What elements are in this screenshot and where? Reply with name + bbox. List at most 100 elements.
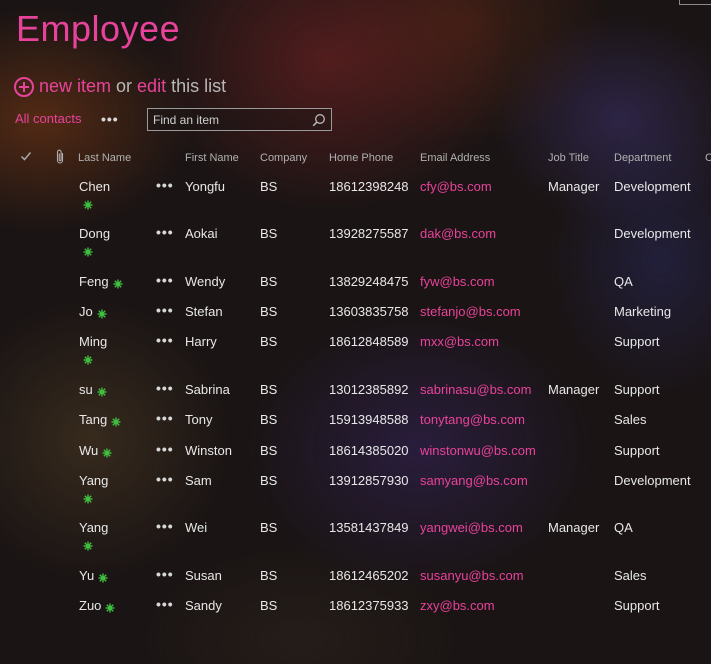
home-phone-cell: 18614385020 [329,443,409,458]
email-cell[interactable]: winstonwu@bs.com [420,443,536,458]
email-cell[interactable]: cfy@bs.com [420,179,492,194]
column-header-email[interactable]: Email Address [420,152,491,164]
email-cell[interactable]: mxx@bs.com [420,334,499,349]
email-cell[interactable]: yangwei@bs.com [420,520,523,535]
email-cell[interactable]: samyang@bs.com [420,473,528,488]
last-name-text[interactable]: Tang [79,412,108,427]
last-name-cell[interactable]: Yang [79,473,108,488]
company-cell: BS [260,443,278,458]
last-name-cell[interactable]: Wu [79,443,112,458]
column-header-job-title[interactable]: Job Title [548,152,589,164]
view-more-button[interactable]: ••• [101,111,119,127]
department-cell: Support [614,334,660,349]
search-icon[interactable] [312,113,326,127]
item-menu-button[interactable]: ••• [156,380,174,396]
new-item-link[interactable]: new item [39,76,112,96]
item-menu-button[interactable]: ••• [156,518,174,534]
first-name-cell: Stefan [185,304,223,319]
column-header-home-phone[interactable]: Home Phone [329,152,394,164]
view-all-contacts[interactable]: All contacts [15,111,82,126]
new-item-icon [83,353,93,365]
last-name-text[interactable]: Yang [79,520,109,535]
last-name-text[interactable]: Wu [79,443,99,458]
item-menu-button[interactable]: ••• [156,302,174,318]
last-name-text[interactable]: Feng [79,274,109,289]
item-menu-button[interactable]: ••• [156,596,174,612]
last-name-text[interactable]: Zuo [79,598,102,613]
search-box [147,108,332,131]
department-cell: Support [614,598,660,613]
department-cell: Sales [614,568,647,583]
department-cell: QA [614,274,633,289]
last-name-cell[interactable]: Jo [79,304,107,319]
email-cell[interactable]: dak@bs.com [420,226,497,241]
home-phone-cell: 18612848589 [329,334,409,349]
item-menu-button[interactable]: ••• [156,224,174,240]
new-item-icon [83,492,93,504]
or-text: or [116,76,133,96]
last-name-cell[interactable]: Feng [79,274,123,289]
column-header-partial[interactable]: C [705,152,711,164]
search-input[interactable] [148,109,308,130]
add-icon[interactable] [14,76,34,97]
item-menu-button[interactable]: ••• [156,410,174,426]
job-title-cell: Manager [548,382,600,397]
column-header-department[interactable]: Department [614,152,672,164]
item-menu-button[interactable]: ••• [156,441,174,457]
attachment-icon [56,149,64,164]
email-cell[interactable]: tonytang@bs.com [420,412,525,427]
company-cell: BS [260,382,278,397]
company-cell: BS [260,412,278,427]
last-name-text[interactable]: su [79,382,93,397]
email-cell[interactable]: susanyu@bs.com [420,568,524,583]
home-phone-cell: 13928275587 [329,226,409,241]
last-name-cell[interactable]: Tang [79,412,121,427]
last-name-cell[interactable]: Ming [79,334,107,349]
first-name-cell: Winston [185,443,232,458]
item-menu-button[interactable]: ••• [156,272,174,288]
last-name-text[interactable]: Chen [79,179,111,194]
item-menu-button[interactable]: ••• [156,566,174,582]
last-name-cell[interactable]: Dong [79,226,110,241]
home-phone-cell: 18612465202 [329,568,409,583]
company-cell: BS [260,304,278,319]
column-header-first-name[interactable]: First Name [185,152,239,164]
new-item-icon [83,198,93,210]
item-menu-button[interactable]: ••• [156,177,174,193]
select-all-checkmark-icon[interactable] [20,150,32,162]
first-name-cell: Aokai [185,226,218,241]
email-cell[interactable]: zxy@bs.com [420,598,495,613]
last-name-text[interactable]: Jo [79,304,93,319]
department-cell: Support [614,443,660,458]
first-name-cell: Wei [185,520,208,535]
email-cell[interactable]: stefanjo@bs.com [420,304,521,319]
email-cell[interactable]: sabrinasu@bs.com [420,382,532,397]
first-name-cell: Tony [185,412,213,427]
last-name-cell[interactable]: Yang [79,520,108,535]
company-cell: BS [260,598,278,613]
last-name-cell[interactable]: su [79,382,107,397]
company-cell: BS [260,473,278,488]
last-name-cell[interactable]: Zuo [79,598,115,613]
column-header-last-name[interactable]: Last Name [78,152,132,164]
home-phone-cell: 13912857930 [329,473,409,488]
column-header-company[interactable]: Company [260,152,308,164]
new-item-icon [97,385,107,397]
last-name-text[interactable]: Ming [79,334,108,349]
last-name-text[interactable]: Dong [79,226,111,241]
job-title-cell: Manager [548,520,600,535]
home-phone-cell: 13829248475 [329,274,409,289]
last-name-cell[interactable]: Yu [79,568,108,583]
last-name-text[interactable]: Yang [79,473,109,488]
item-menu-button[interactable]: ••• [156,332,174,348]
edit-link[interactable]: edit [137,76,167,96]
new-item-icon [97,307,107,319]
new-item-icon [98,571,108,583]
last-name-text[interactable]: Yu [79,568,95,583]
last-name-cell[interactable]: Chen [79,179,110,194]
company-cell: BS [260,226,278,241]
company-cell: BS [260,274,278,289]
item-menu-button[interactable]: ••• [156,471,174,487]
email-cell[interactable]: fyw@bs.com [420,274,495,289]
department-cell: Marketing [614,304,672,319]
